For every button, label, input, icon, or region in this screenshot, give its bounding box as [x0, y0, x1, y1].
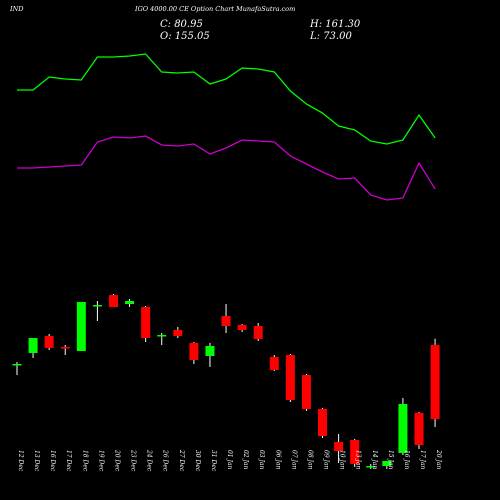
- bull-candle: [92, 305, 102, 307]
- x-tick-label: 24 Dec: [146, 449, 153, 472]
- x-tick-label: 16 Jan: [403, 450, 410, 470]
- x-tick-label: 20 Dec: [113, 449, 120, 472]
- bull-candle: [28, 338, 38, 353]
- x-tick-label: 09 Jan: [323, 450, 330, 470]
- bear-candle: [253, 326, 263, 339]
- x-tick-label: 03 Jan: [258, 450, 265, 470]
- upper-band-line: [17, 53, 436, 145]
- x-tick-label: 13 Dec: [33, 450, 40, 472]
- x-tick-label: 19 Dec: [97, 450, 104, 472]
- bear-candle: [318, 409, 328, 436]
- low-value: L: 73.00: [309, 31, 352, 42]
- bear-candle: [350, 440, 360, 464]
- x-tick-label: 16 Dec: [49, 450, 56, 472]
- bull-candle: [76, 302, 86, 351]
- x-tick-label: 30 Dec: [194, 450, 201, 472]
- bear-candle: [301, 375, 311, 409]
- bull-candle: [398, 404, 408, 453]
- bear-candle: [430, 344, 440, 420]
- lower-band-line: [17, 135, 436, 201]
- x-tick-label: 01 Jan: [226, 450, 233, 470]
- x-tick-label: 13 Jan: [355, 450, 362, 470]
- bull-candle: [366, 466, 376, 468]
- bear-candle: [60, 347, 70, 349]
- chart-subtitle: IGO 4000.00 CE Option Chart MunafaSutra.…: [134, 5, 295, 13]
- x-tick-label: 18 Dec: [81, 450, 88, 472]
- bear-candle: [141, 307, 151, 338]
- bear-candle: [414, 413, 424, 445]
- open-value: O: 155.05: [160, 31, 210, 42]
- bull-candle: [382, 461, 392, 466]
- bear-candle: [173, 330, 183, 336]
- x-tick-label: 27 Dec: [178, 449, 185, 472]
- x-tick-label: 20 Jan: [435, 449, 442, 470]
- bull-candle: [12, 364, 22, 366]
- x-tick-label: 07 Jan: [290, 450, 297, 470]
- x-tick-label: 17 Jan: [419, 450, 426, 470]
- bull-candle: [157, 335, 167, 337]
- x-tick-label: 17 Dec: [65, 450, 72, 472]
- bear-candle: [269, 357, 279, 370]
- x-tick-label: 06 Jan: [274, 450, 281, 470]
- x-tick-label: 08 Jan: [306, 450, 313, 470]
- x-tick-label: 26 Dec: [162, 449, 169, 472]
- bear-candle: [189, 343, 199, 360]
- close-value: C: 80.95: [160, 19, 203, 30]
- bear-candle: [334, 442, 344, 451]
- x-tick-label: 02 Jan: [242, 450, 249, 470]
- bull-candle: [125, 301, 135, 304]
- x-tick-label: 31 Dec: [210, 450, 217, 472]
- bear-candle: [221, 316, 231, 326]
- bear-candle: [108, 295, 118, 307]
- candles-group: [12, 294, 440, 469]
- x-tick-label: 10 Jan: [339, 450, 346, 470]
- bear-candle: [237, 325, 247, 330]
- x-tick-label: 14 Jan: [371, 450, 378, 470]
- bear-candle: [44, 336, 54, 348]
- bear-candle: [285, 355, 295, 400]
- x-axis-labels: 12 Dec 13 Dec 16 Dec 17 Dec 18 Dec 19 Dec 20 D…: [17, 449, 442, 472]
- x-tick-label: 15 Jan: [387, 450, 394, 470]
- chart-symbol: IND: [9, 5, 24, 13]
- bull-candle: [205, 346, 215, 356]
- x-tick-label: 23 Dec: [130, 449, 137, 472]
- high-value: H: 161.30: [309, 19, 361, 30]
- x-tick-label: 12 Dec: [17, 450, 24, 472]
